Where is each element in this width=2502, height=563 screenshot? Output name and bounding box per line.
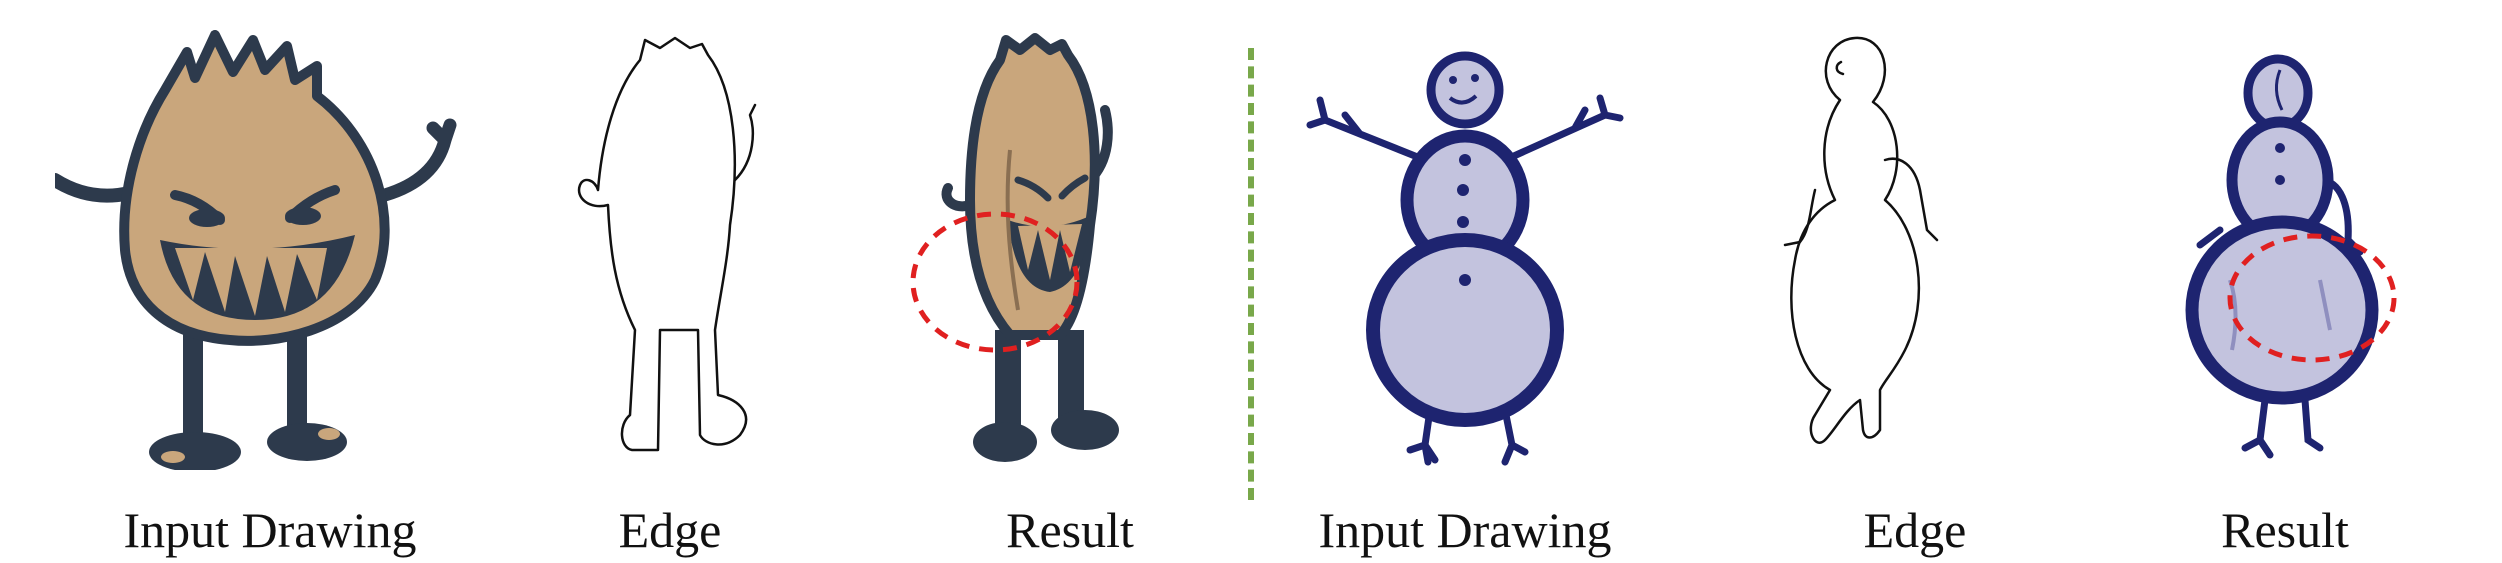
caption-snowman-edge: Edge — [1863, 502, 1967, 558]
caption-monster-result: Result — [1006, 502, 1134, 558]
snowman-result — [2170, 30, 2400, 470]
monster-edge-image — [577, 36, 757, 452]
caption-monster-edge: Edge — [618, 502, 722, 558]
snowman-edge-map — [1755, 30, 1975, 470]
caption-monster-input: Input Drawing — [123, 502, 417, 558]
snowman-edge-image — [1783, 36, 1939, 444]
snowman-highlight-circle — [2227, 233, 2397, 363]
monster-result-image — [941, 33, 1119, 462]
snowman-input-drawing — [1300, 30, 1630, 470]
panel-divider — [1248, 48, 1254, 500]
snowman-result-image — [2185, 54, 2379, 459]
snowman-input-image — [1306, 51, 1624, 466]
monster-input-image — [55, 30, 457, 470]
monster-edge-map — [540, 30, 800, 470]
monster-result — [900, 30, 1160, 470]
monster-input-drawing — [55, 30, 465, 470]
caption-snowman-input: Input Drawing — [1318, 502, 1612, 558]
caption-snowman-result: Result — [2221, 502, 2349, 558]
monster-highlight-circle — [910, 211, 1080, 353]
